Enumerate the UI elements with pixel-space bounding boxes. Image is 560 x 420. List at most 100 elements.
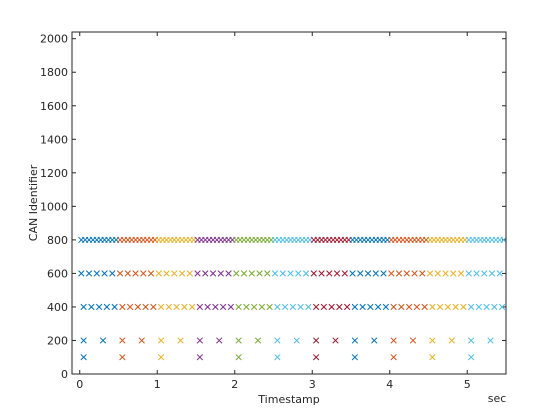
marker — [155, 270, 162, 277]
marker — [421, 303, 428, 311]
marker — [357, 270, 364, 277]
x-tick-label: 0 — [76, 378, 83, 391]
marker — [225, 270, 232, 277]
marker — [95, 303, 103, 311]
marker — [460, 303, 467, 311]
marker — [491, 303, 498, 311]
marker — [380, 270, 387, 277]
marker — [457, 270, 465, 277]
marker — [450, 270, 457, 277]
marker — [395, 270, 403, 277]
marker — [312, 303, 320, 311]
marker — [297, 303, 304, 311]
marker — [448, 337, 455, 344]
marker — [310, 270, 317, 277]
marker — [258, 303, 266, 311]
marker — [165, 303, 173, 311]
series — [388, 236, 430, 361]
series — [155, 236, 197, 361]
marker — [202, 270, 209, 277]
marker — [157, 337, 165, 344]
marker — [134, 303, 142, 311]
marker — [467, 354, 475, 361]
marker — [382, 303, 390, 311]
marker — [467, 337, 475, 344]
marker — [452, 303, 459, 311]
marker — [388, 270, 395, 277]
marker — [142, 303, 149, 311]
marker — [403, 270, 410, 277]
marker — [467, 303, 475, 311]
y-tick-label: 400 — [47, 301, 68, 314]
marker — [312, 354, 320, 361]
marker — [271, 270, 279, 277]
marker — [116, 270, 124, 277]
marker — [328, 303, 335, 311]
marker — [124, 270, 131, 277]
y-tick-label: 1400 — [40, 133, 68, 146]
marker — [481, 270, 488, 277]
y-axis-label: CAN Identifier — [27, 164, 40, 241]
marker — [80, 337, 87, 344]
marker — [405, 303, 413, 311]
marker — [305, 303, 312, 311]
marker — [287, 270, 294, 277]
y-tick-label: 2000 — [40, 33, 68, 46]
marker — [498, 303, 506, 311]
marker — [157, 354, 165, 361]
marker — [235, 337, 242, 344]
marker — [157, 303, 165, 311]
marker — [101, 270, 108, 277]
marker — [256, 270, 263, 277]
marker — [320, 303, 328, 311]
marker — [374, 303, 382, 311]
x-tick-label: 4 — [386, 378, 393, 391]
marker — [367, 303, 374, 311]
marker — [295, 270, 302, 277]
series — [233, 236, 275, 361]
marker — [240, 270, 248, 277]
marker — [235, 354, 242, 361]
y-tick-label: 800 — [47, 234, 68, 247]
marker — [483, 303, 490, 311]
marker — [196, 303, 204, 311]
marker — [248, 270, 255, 277]
marker — [398, 303, 405, 311]
marker — [194, 270, 201, 277]
x-tick-label: 2 — [231, 378, 238, 391]
marker — [111, 303, 118, 311]
marker — [150, 303, 157, 311]
marker — [364, 270, 372, 277]
x-tick-label: 5 — [464, 378, 471, 391]
marker — [109, 270, 116, 277]
marker — [78, 270, 85, 277]
marker — [140, 270, 147, 277]
marker — [99, 337, 107, 344]
series — [194, 236, 236, 361]
marker — [119, 354, 126, 361]
marker — [349, 270, 356, 277]
y-tick-label: 1800 — [40, 66, 68, 79]
marker — [204, 303, 211, 311]
marker — [473, 270, 480, 277]
marker — [496, 270, 503, 277]
y-tick-label: 200 — [47, 334, 68, 347]
y-tick-label: 1200 — [40, 167, 68, 180]
marker — [390, 337, 397, 344]
marker — [343, 303, 351, 311]
marker — [196, 337, 204, 344]
marker — [371, 337, 378, 344]
marker — [465, 270, 472, 277]
marker — [419, 270, 426, 277]
series — [116, 236, 159, 361]
marker — [88, 303, 95, 311]
marker — [235, 303, 242, 311]
marker — [359, 303, 366, 311]
x-tick-label: 1 — [154, 378, 161, 391]
marker — [119, 337, 126, 344]
marker — [487, 337, 494, 344]
marker — [181, 303, 188, 311]
marker — [196, 354, 204, 361]
series — [271, 236, 314, 361]
